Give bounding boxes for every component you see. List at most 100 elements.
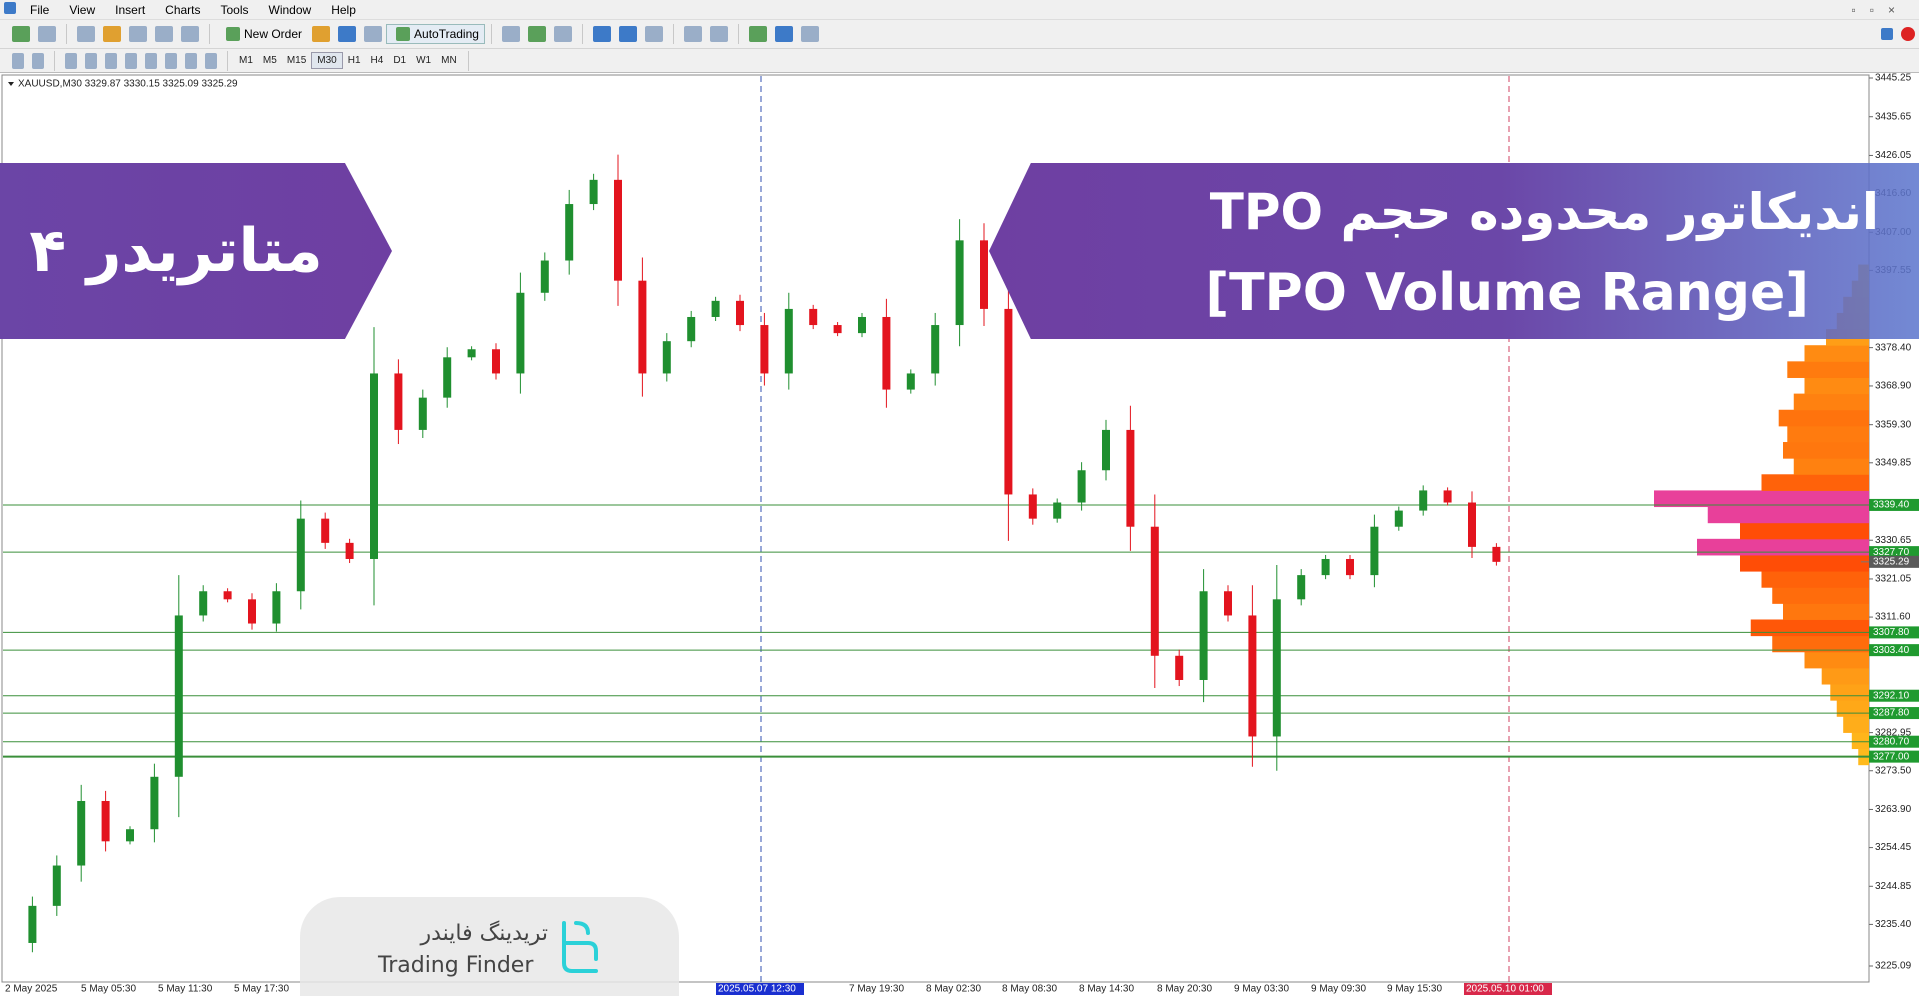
fibo-tool[interactable] [145, 52, 157, 69]
menu-item[interactable]: File [30, 2, 50, 17]
menu-item[interactable]: Tools [220, 2, 249, 17]
metaeditor-button[interactable] [312, 26, 331, 42]
level-label-bg [1869, 546, 1919, 559]
banner-subtitle: [TPO Volume Range] [1205, 263, 1809, 323]
timeframe-button[interactable]: M30 [311, 52, 343, 69]
data-window-button[interactable] [103, 26, 121, 42]
profile-bar [1787, 361, 1869, 378]
autotrading-button[interactable]: AutoTrading [386, 24, 485, 44]
y-tick-label: 3378.40 [1875, 342, 1912, 353]
timeframe-button[interactable]: W1 [416, 55, 432, 66]
candle-chart-button[interactable] [527, 26, 546, 42]
search-button[interactable] [1881, 28, 1893, 40]
menu-item[interactable]: Charts [165, 2, 201, 17]
tester-button[interactable] [181, 26, 199, 42]
timeframe-button[interactable]: H1 [347, 55, 361, 66]
shift-button[interactable] [709, 26, 728, 42]
vline-tool[interactable] [65, 52, 77, 69]
x-tick-label: 5 May 05:30 [81, 984, 136, 995]
timeframe-button[interactable]: M15 [286, 55, 307, 66]
y-tick-label: 3225.09 [1875, 961, 1912, 972]
navigator-button[interactable] [129, 26, 147, 42]
logo-icon [562, 921, 598, 973]
timeframe-button[interactable]: M1 [239, 55, 253, 66]
arrows-tool[interactable] [205, 52, 217, 69]
candle-body [931, 325, 940, 374]
hline-tool[interactable] [85, 52, 97, 69]
y-tick-label: 3311.60 [1875, 612, 1911, 623]
x-tick-label: 2 May 2025 [5, 984, 58, 995]
candle-body [1175, 655, 1184, 680]
zoom-in-button[interactable] [592, 26, 611, 42]
label-tool[interactable] [185, 52, 197, 69]
candle-body [980, 240, 988, 309]
profile-bar [1830, 684, 1869, 701]
text-tool[interactable] [165, 52, 177, 69]
tile-button[interactable] [644, 26, 663, 42]
level-label: 3303.40 [1873, 645, 1910, 656]
candle-body [394, 373, 403, 430]
new-chart-button[interactable] [12, 26, 30, 42]
candle-body [1248, 615, 1257, 737]
autoscroll-button[interactable] [683, 26, 702, 42]
profiles-button[interactable] [38, 26, 56, 42]
time-highlight [1464, 983, 1552, 995]
bar-chart-button[interactable] [501, 26, 520, 42]
candle-body [833, 325, 842, 334]
cursor-tool[interactable] [12, 52, 24, 69]
x-tick-label: 9 May 09:30 [1311, 984, 1366, 995]
timeframe-button[interactable]: MN [441, 55, 457, 66]
banner-title: اندیکاتور محدوده حجم TPO [1209, 183, 1879, 241]
candle-body [882, 316, 891, 390]
menu-item[interactable]: View [69, 2, 96, 17]
profile-bar [1707, 506, 1869, 524]
candle-body [418, 397, 427, 430]
level-label: 3280.70 [1873, 736, 1910, 747]
y-tick-label: 3235.40 [1875, 919, 1912, 930]
line-chart-button[interactable] [553, 26, 572, 42]
header-arrow [8, 82, 14, 86]
y-tick-label: 3330.65 [1875, 535, 1912, 546]
profile-bar [1843, 716, 1869, 733]
periods-button[interactable] [774, 26, 793, 42]
candle-body [28, 905, 37, 943]
current-price-label: 3325.29 [1873, 556, 1910, 567]
timeframe-button[interactable]: D1 [393, 55, 407, 66]
indicators-button[interactable] [748, 26, 767, 42]
candle-body [1126, 429, 1135, 527]
candle-body [1272, 599, 1281, 737]
candle-body [345, 542, 354, 559]
candle-body [784, 308, 793, 374]
timeframe-button[interactable]: H4 [370, 55, 384, 66]
candle-body [955, 240, 964, 326]
window-controls[interactable]: ▫▫× [1851, 2, 1909, 17]
timeframe-button[interactable]: M5 [262, 55, 277, 66]
x-tick-label: 2025.05.10 01:00 [1466, 984, 1544, 995]
notifications-button[interactable] [1901, 27, 1915, 41]
signals-button[interactable] [338, 26, 357, 42]
profile-bar [1772, 587, 1869, 604]
trendline-tool[interactable] [105, 52, 117, 69]
channel-tool[interactable] [125, 52, 137, 69]
zoom-out-button[interactable] [618, 26, 637, 42]
crosshair-tool[interactable] [32, 52, 44, 69]
profile-bar [1804, 345, 1869, 362]
menu-item[interactable]: Insert [115, 2, 146, 17]
candle-body [1150, 526, 1159, 656]
x-tick-label: 8 May 08:30 [1002, 984, 1057, 995]
terminal-button[interactable] [155, 26, 173, 42]
candle-body [638, 280, 647, 374]
candle-body [1053, 502, 1062, 519]
x-tick-label: 8 May 14:30 [1079, 984, 1134, 995]
x-tick-label: 8 May 02:30 [926, 984, 981, 995]
options-button[interactable] [364, 26, 383, 42]
x-tick-label: 2025.05.07 12:30 [718, 984, 796, 995]
market-watch-button[interactable] [77, 26, 95, 42]
chart-header: XAUUSD,M30 3329.87 3330.15 3325.09 3325.… [18, 79, 238, 90]
platform-text: متاتریدر ۴ [29, 216, 323, 286]
menu-item[interactable]: Window [268, 2, 312, 17]
new-order-button[interactable]: New Order [216, 24, 308, 44]
candle-body [589, 179, 598, 205]
menu-item[interactable]: Help [331, 2, 356, 17]
templates-button[interactable] [800, 26, 819, 42]
